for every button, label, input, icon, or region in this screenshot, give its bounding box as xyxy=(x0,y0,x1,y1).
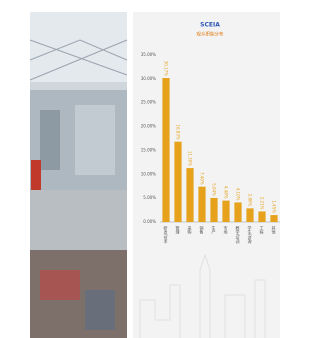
value-label: 4.48% xyxy=(224,186,229,199)
value-label: 2.86% xyxy=(248,194,253,207)
value-label: 30.17% xyxy=(164,61,169,76)
bar xyxy=(234,202,241,222)
bar xyxy=(258,211,265,222)
value-label: 4.10% xyxy=(236,188,241,201)
chart-title: SCEIA xyxy=(200,22,220,29)
bar xyxy=(186,168,193,222)
x-tick-label: 采购 xyxy=(188,225,193,235)
value-label: 11.30% xyxy=(188,151,193,166)
y-tick-label: 35.00% xyxy=(141,52,156,57)
value-label: 1.45% xyxy=(272,200,277,213)
x-tick-label: 学生/咨询 xyxy=(248,225,253,244)
x-tick-label: 教学/培训 xyxy=(236,225,241,244)
value-label: 7.40% xyxy=(200,172,205,185)
bar xyxy=(246,208,253,222)
x-tick-label: 工程 xyxy=(260,226,265,235)
bar xyxy=(162,78,169,222)
bar xyxy=(174,142,181,222)
x-tick-label: 其他 xyxy=(272,226,277,235)
bar xyxy=(270,215,277,222)
y-tick-label: 5.00% xyxy=(143,195,156,200)
x-tick-label: 销售 xyxy=(200,225,205,235)
value-label: 5.04% xyxy=(212,183,217,196)
x-tick-label: 研发/技术 xyxy=(164,226,169,244)
y-tick-label: 25.00% xyxy=(141,100,156,105)
y-tick-label: 20.00% xyxy=(141,124,156,129)
y-tick-label: 10.00% xyxy=(141,171,156,176)
x-tick-label: 管理 xyxy=(176,225,181,234)
value-label: 16.83% xyxy=(176,124,181,139)
bar xyxy=(222,201,229,222)
chart-subtitle: 观众职能分布 xyxy=(197,31,224,38)
bar xyxy=(210,198,217,222)
photo xyxy=(30,12,127,338)
x-tick-label: 市场 xyxy=(224,225,229,235)
y-tick-label: 30.00% xyxy=(141,76,156,81)
y-tick-label: 0.00% xyxy=(143,219,156,224)
y-tick-label: 15.00% xyxy=(141,147,156,152)
bar xyxy=(198,187,205,222)
x-tick-label: 生产 xyxy=(212,225,217,235)
value-label: 2.21% xyxy=(260,197,265,210)
page: SCEIA 观众职能分布 0.00% 5.00% 10.00% 15.00% 20.00… xyxy=(0,0,285,338)
